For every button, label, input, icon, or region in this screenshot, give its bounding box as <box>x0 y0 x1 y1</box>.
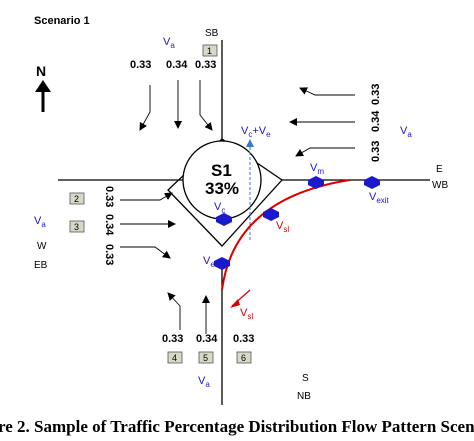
wb-direction-e: E <box>436 164 443 175</box>
wb-arrows <box>289 87 355 157</box>
wb-share-2: 0.34 <box>370 110 382 132</box>
nb-share-left: 0.33 <box>162 333 183 345</box>
slip-lane-arrowhead <box>230 299 240 308</box>
slip-lane-curve <box>221 179 351 291</box>
nb-box-5 <box>198 351 214 364</box>
node-vexit <box>364 176 380 189</box>
label-ve: Ve <box>203 255 215 269</box>
label-vc-ve: Vc+Ve <box>241 125 271 139</box>
sb-share-through: 0.34 <box>166 59 188 71</box>
nb-box-6 <box>236 351 252 364</box>
nb-share-through: 0.34 <box>196 333 218 345</box>
scenario-title: Scenario 1 <box>34 15 90 27</box>
label-vsl-2: Vsl <box>240 307 253 321</box>
sb-box-1-label: 1 <box>207 46 212 56</box>
sb-share-right: 0.33 <box>195 59 216 71</box>
eb-va-label: Va <box>34 215 46 229</box>
eb-share-1: 0.33 <box>103 186 115 207</box>
roundabout-name: S1 <box>211 161 232 180</box>
node-vc <box>216 213 232 226</box>
nb-box-5-label: 5 <box>203 353 208 363</box>
wb-direction-label: WB <box>432 180 448 191</box>
wb-share-1: 0.33 <box>370 84 382 105</box>
sb-arrows <box>139 80 213 131</box>
node-vsl <box>263 208 279 221</box>
north-arrow-icon <box>35 80 51 112</box>
sb-va-label: Va <box>163 36 175 50</box>
eb-direction-label: EB <box>34 260 48 271</box>
nb-box-6-label: 6 <box>241 353 246 363</box>
eb-share-2: 0.34 <box>103 214 115 236</box>
nb-share-right: 0.33 <box>233 333 254 345</box>
eb-arrows <box>120 192 176 259</box>
node-ve <box>214 257 230 270</box>
nb-arrows <box>167 292 210 334</box>
eb-box-3 <box>69 220 85 233</box>
wb-share-3: 0.33 <box>370 141 382 162</box>
nb-box-4-label: 4 <box>172 353 177 363</box>
sb-share-left: 0.33 <box>130 59 151 71</box>
node-vm <box>308 176 324 189</box>
label-vsl-1: Vsl <box>276 220 289 234</box>
nb-box-4 <box>167 351 183 364</box>
eb-box-2-label: 2 <box>74 194 79 204</box>
eb-share-3: 0.33 <box>103 244 115 265</box>
north-label: N <box>36 63 46 79</box>
label-vc: Vc <box>214 201 225 215</box>
sb-direction-label: SB <box>205 28 219 39</box>
label-vexit: Vexit <box>369 191 390 205</box>
nb-va-label: Va <box>198 375 210 389</box>
label-vm: Vm <box>310 162 324 176</box>
nb-direction-label: NB <box>297 391 311 402</box>
eb-direction-w: W <box>37 241 47 252</box>
eb-box-2 <box>69 192 85 205</box>
eb-box-3-label: 3 <box>74 222 79 232</box>
sb-box-1 <box>202 44 218 57</box>
roundabout-percent: 33% <box>205 179 239 198</box>
figure-caption: re 2. Sample of Traffic Percentage Distr… <box>0 417 474 436</box>
nb-direction-s: S <box>302 373 309 384</box>
wb-va-label: Va <box>400 125 412 139</box>
